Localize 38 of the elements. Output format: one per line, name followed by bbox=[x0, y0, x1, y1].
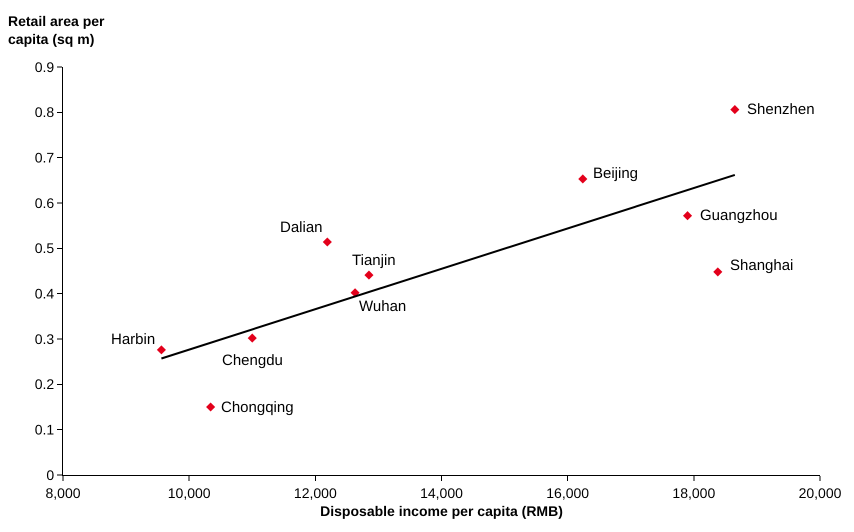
point bbox=[730, 105, 740, 114]
point bbox=[322, 237, 332, 247]
x-tick-label: 20,000 bbox=[798, 484, 842, 501]
x-tick-label: 8,000 bbox=[45, 484, 81, 501]
y-tick-label: 0.5 bbox=[34, 240, 54, 256]
annotation: Beijing bbox=[593, 165, 638, 182]
annotation: Chengdu bbox=[222, 352, 283, 369]
y-tick-label: 0.2 bbox=[34, 376, 54, 392]
x-tick-label: 16,000 bbox=[546, 484, 590, 501]
y-tick-label: 0.6 bbox=[34, 194, 54, 211]
annotation: Shenzhen bbox=[747, 101, 815, 118]
y-axis-title: Retail area per capita (sq m) bbox=[8, 13, 106, 48]
point bbox=[156, 345, 166, 354]
y-tick-label: 0.3 bbox=[34, 330, 54, 347]
y-tick-label: 0.9 bbox=[34, 58, 54, 75]
annotation: Dalian bbox=[280, 219, 323, 236]
y-tick-label: 0.7 bbox=[34, 150, 54, 166]
y-tick-label: 0.4 bbox=[34, 286, 54, 302]
y-tick-label: 0.8 bbox=[34, 104, 54, 120]
point bbox=[206, 402, 216, 412]
x-tick-label: 12,000 bbox=[294, 484, 337, 501]
annotation: Harbin bbox=[111, 331, 156, 348]
point bbox=[682, 211, 692, 220]
point bbox=[713, 267, 722, 276]
y-tick-label: 0.1 bbox=[34, 422, 54, 438]
y-tick-label: 0 bbox=[46, 466, 54, 483]
annotation: Guangzhou bbox=[700, 207, 778, 224]
x-axis-title: Disposable income per capita (RMB) bbox=[320, 503, 563, 520]
x-tick-label: 14,000 bbox=[420, 484, 464, 501]
annotation: Tianjin bbox=[352, 252, 396, 269]
annotation: Wuhan bbox=[359, 298, 406, 315]
x-tick-label: 10,000 bbox=[168, 484, 211, 501]
annotation: Shanghai bbox=[730, 257, 794, 274]
point bbox=[364, 270, 374, 280]
point bbox=[248, 334, 257, 343]
annotation: Chongqing bbox=[221, 399, 294, 416]
point bbox=[578, 174, 588, 184]
x-tick-label: 18,000 bbox=[672, 484, 716, 501]
